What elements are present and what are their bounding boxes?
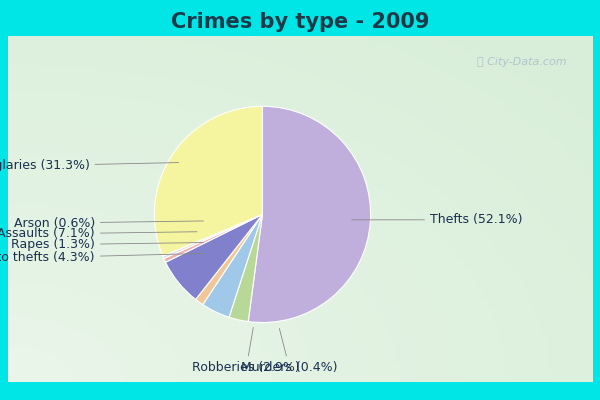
Wedge shape xyxy=(248,106,371,322)
Text: Burglaries (31.3%): Burglaries (31.3%) xyxy=(0,159,179,172)
Text: Auto thefts (4.3%): Auto thefts (4.3%) xyxy=(0,251,206,264)
Wedge shape xyxy=(203,214,262,317)
Text: Robberies (2.9%): Robberies (2.9%) xyxy=(193,328,300,374)
Wedge shape xyxy=(229,214,262,322)
Text: Murders (0.4%): Murders (0.4%) xyxy=(241,328,338,374)
Wedge shape xyxy=(196,214,262,304)
Text: Thefts (52.1%): Thefts (52.1%) xyxy=(352,213,523,226)
Wedge shape xyxy=(166,214,262,300)
Wedge shape xyxy=(164,214,262,262)
Text: Rapes (1.3%): Rapes (1.3%) xyxy=(11,238,203,251)
Text: Crimes by type - 2009: Crimes by type - 2009 xyxy=(171,12,429,32)
Wedge shape xyxy=(154,106,262,256)
Text: Arson (0.6%): Arson (0.6%) xyxy=(14,216,203,230)
Wedge shape xyxy=(163,214,262,258)
Text: ⓘ City-Data.com: ⓘ City-Data.com xyxy=(477,57,567,67)
Text: Assaults (7.1%): Assaults (7.1%) xyxy=(0,227,197,240)
